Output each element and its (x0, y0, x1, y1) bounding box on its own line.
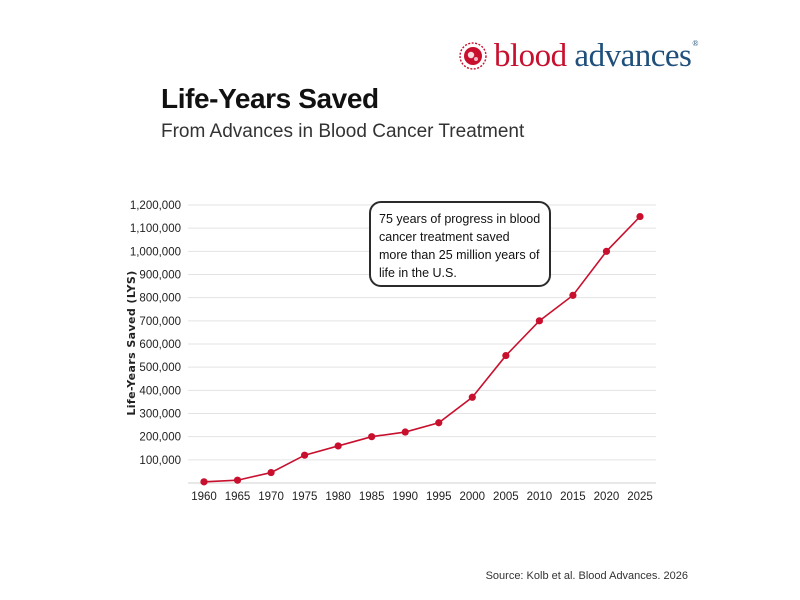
annotation-callout: 75 years of progress in blood cancer tre… (369, 201, 551, 287)
data-point (368, 433, 376, 441)
data-point (636, 212, 644, 221)
x-tick-label: 1995 (426, 491, 452, 503)
y-tick-label: 100,000 (139, 455, 181, 467)
source-note: Source: Kolb et al. Blood Advances. 2026 (485, 570, 688, 582)
y-tick-label: 1,100,000 (130, 223, 181, 235)
data-point (535, 317, 543, 325)
data-point (267, 468, 275, 477)
series-group (200, 212, 644, 486)
blood-cell-logo-icon (459, 42, 487, 70)
x-tick-label: 1985 (359, 491, 385, 503)
y-axis-ticks: 100,000 200,000 300,000 400,000 500,000 600,0… (130, 200, 181, 467)
x-tick-label: 1975 (292, 491, 318, 503)
brand-wordmark: blood advances® (494, 37, 698, 74)
data-point (233, 476, 242, 484)
y-axis-label: Life-Years Saved (LYS) (125, 270, 138, 415)
data-point (435, 419, 443, 427)
y-tick-label: 700,000 (139, 316, 181, 328)
x-tick-label: 2000 (460, 491, 486, 503)
x-axis-ticks: 1960 1965 1970 1975 1980 1985 1990 1995 2000 2005… (191, 491, 653, 503)
x-tick-label: 2025 (627, 491, 653, 503)
data-point (401, 428, 409, 436)
x-tick-label: 2010 (527, 491, 553, 503)
brand-logo: blood advances® (458, 36, 698, 76)
x-tick-label: 2020 (594, 491, 620, 503)
y-tick-label: 300,000 (139, 409, 181, 421)
data-point (200, 478, 208, 486)
y-tick-label: 400,000 (139, 385, 181, 397)
y-tick-label: 500,000 (139, 362, 181, 374)
x-tick-label: 1990 (392, 491, 418, 503)
x-tick-label: 1980 (325, 491, 351, 503)
y-tick-label: 600,000 (139, 339, 181, 351)
chart-subtitle: From Advances in Blood Cancer Treatment (161, 121, 525, 142)
y-tick-label: 800,000 (139, 293, 181, 305)
data-point (502, 351, 510, 360)
y-tick-label: 200,000 (139, 432, 181, 444)
brand-name-advances: advances (574, 37, 692, 74)
registered-mark: ® (692, 38, 698, 48)
y-tick-label: 900,000 (139, 270, 181, 282)
brand-name-blood: blood (494, 37, 567, 74)
series-line (203, 216, 641, 483)
x-tick-label: 1960 (191, 491, 217, 503)
data-point (569, 291, 577, 299)
y-tick-label: 1,000,000 (130, 246, 181, 258)
data-point (334, 442, 342, 450)
data-point (468, 393, 476, 401)
x-tick-label: 1965 (225, 491, 251, 503)
y-tick-label: 1,200,000 (130, 200, 181, 212)
data-point (301, 451, 309, 459)
chart-title: Life-Years Saved (161, 83, 379, 114)
data-point (602, 247, 611, 255)
x-tick-label: 2005 (493, 491, 519, 503)
x-tick-label: 2015 (560, 491, 586, 503)
x-tick-label: 1970 (258, 491, 284, 503)
